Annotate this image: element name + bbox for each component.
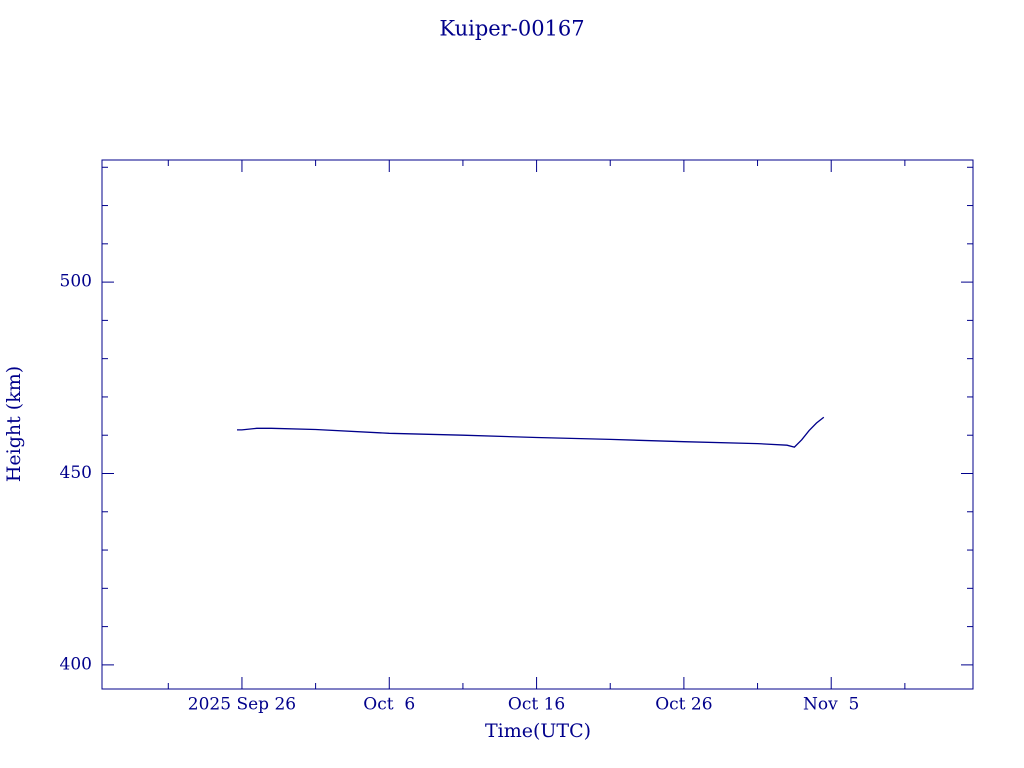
plot-frame <box>101 159 974 690</box>
y-axis-label: Height (km) <box>3 366 25 482</box>
x-tick-label: Nov 5 <box>803 695 859 715</box>
x-tick-label: Oct 26 <box>655 695 712 715</box>
y-tick-label: 400 <box>60 654 92 674</box>
x-tick-label: Oct 16 <box>508 695 565 715</box>
y-tick-label: 450 <box>60 463 92 483</box>
y-tick-label: 500 <box>60 272 92 292</box>
data-line <box>237 416 825 448</box>
x-tick-label: 2025 Sep 26 <box>188 695 296 715</box>
x-axis-label: Time(UTC) <box>485 720 591 742</box>
x-tick-label: Oct 6 <box>363 695 415 715</box>
chart-title: Kuiper-00167 <box>439 17 584 41</box>
